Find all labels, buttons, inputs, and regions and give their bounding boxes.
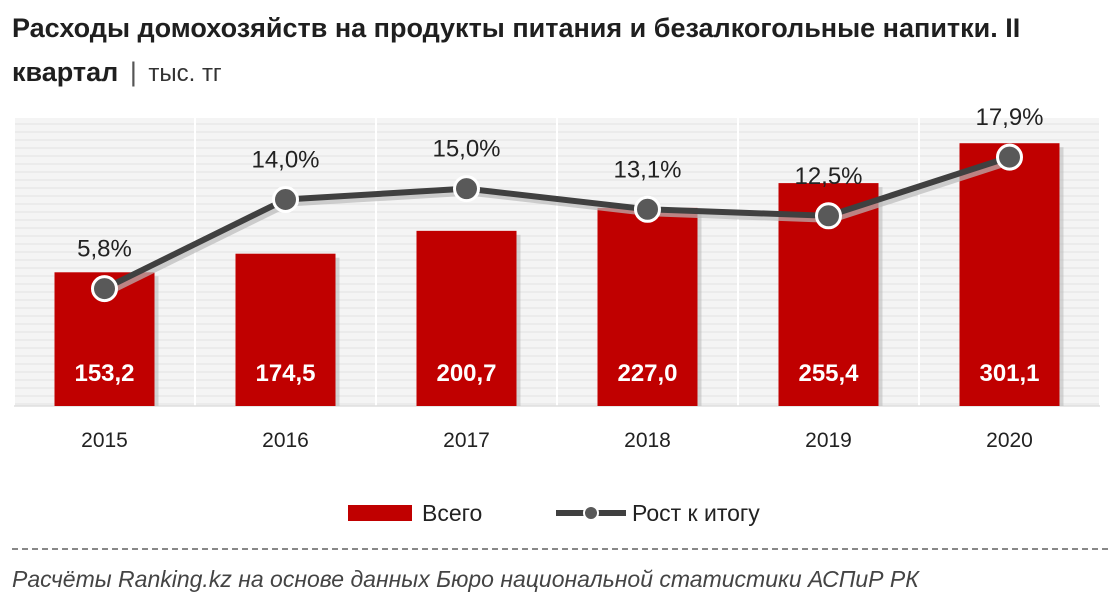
legend-label-line: Рост к итогу — [632, 500, 760, 526]
x-tick-label: 2017 — [443, 429, 490, 452]
bar-value-label: 174,5 — [255, 360, 315, 387]
line-marker — [634, 195, 661, 223]
growth-line — [103, 154, 1011, 292]
legend: Всего Рост к итогу — [348, 500, 760, 526]
line-marker — [272, 186, 299, 214]
x-tick-label: 2019 — [805, 429, 852, 452]
line-value-label: 17,9% — [975, 104, 1043, 131]
bar-value-label: 301,1 — [979, 360, 1039, 387]
bar — [959, 143, 1060, 407]
legend-swatch-bars — [348, 505, 412, 521]
bar — [416, 230, 517, 406]
chart-area: 153,2 2015 174,5 2016 200,7 2017 227,0 2018 255,… — [13, 104, 1101, 526]
x-tick-label: 2015 — [81, 429, 128, 452]
line-value-label: 13,1% — [613, 156, 681, 183]
x-tick-label: 2016 — [262, 429, 309, 452]
source-note: Расчёты Ranking.kz на основе данных Бюро… — [12, 566, 919, 592]
chart-title: Расходы домохозяйств на продукты питания… — [12, 6, 1092, 96]
legend-label-bars: Всего — [422, 500, 482, 526]
x-tick-label: 2020 — [986, 429, 1033, 452]
chart-unit: тыс. тг — [148, 60, 222, 87]
bar-value-label: 153,2 — [74, 360, 134, 387]
line-value-label: 12,5% — [794, 163, 862, 190]
line-value-label: 15,0% — [432, 136, 500, 163]
legend-marker-line — [583, 505, 599, 521]
line-marker — [453, 175, 480, 203]
x-tick-label: 2018 — [624, 429, 671, 452]
bar-value-label: 227,0 — [617, 360, 677, 387]
line-marker — [91, 275, 118, 303]
footer-divider — [12, 548, 1108, 550]
bar — [235, 253, 336, 406]
category-separators — [13, 118, 1101, 406]
bar — [597, 207, 698, 406]
line-marker — [996, 143, 1023, 171]
bar-value-label: 255,4 — [798, 360, 859, 387]
line-marker — [815, 202, 842, 230]
line-value-label: 5,8% — [77, 236, 132, 263]
title-separator: | — [129, 57, 137, 87]
chart-title-text: Расходы домохозяйств на продукты питания… — [12, 13, 1021, 87]
line-series: 5,8% 14,0% 15,0% 13,1% 12,5% 17,9% — [77, 104, 1044, 303]
line-value-label: 14,0% — [251, 147, 319, 174]
bar-value-label: 200,7 — [436, 360, 496, 387]
line-shadow — [106, 158, 1014, 296]
